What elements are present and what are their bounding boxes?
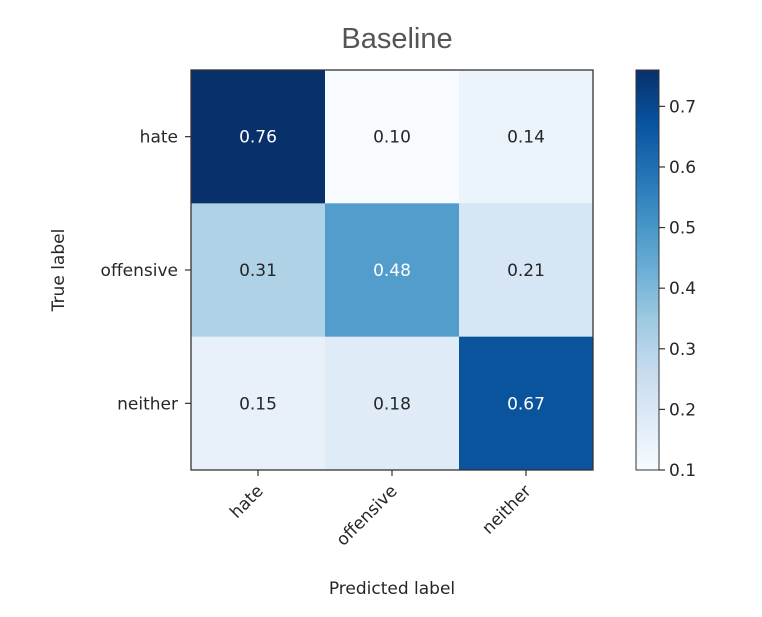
heatmap-cell xyxy=(459,70,594,204)
cell-value-label: 0.21 xyxy=(507,261,545,281)
colorbar-tick-label: 0.3 xyxy=(669,340,696,360)
x-axis-label: Predicted label xyxy=(329,579,455,599)
colorbar-tick-label: 0.4 xyxy=(669,279,696,299)
y-axis: hate offensive neither xyxy=(101,128,191,414)
y-tick-label: offensive xyxy=(101,261,178,281)
cell-value-label: 0.31 xyxy=(239,261,277,281)
cell-value-label: 0.14 xyxy=(507,128,545,148)
colorbar-tick-label: 0.6 xyxy=(669,158,696,178)
x-tick-label: offensive xyxy=(333,481,402,550)
y-axis-label: True label xyxy=(49,229,69,313)
heatmap-cell xyxy=(191,336,326,471)
colorbar-tick-label: 0.2 xyxy=(669,400,696,420)
heatmap-cell-labels: 0.76 0.10 0.14 0.31 0.48 0.21 0.15 0.18 0.67 xyxy=(239,128,545,415)
cell-value-label: 0.18 xyxy=(373,394,411,414)
heatmap-cell xyxy=(325,203,460,338)
cell-value-label: 0.10 xyxy=(373,128,411,148)
chart-title: Baseline xyxy=(341,23,452,55)
cell-value-label: 0.48 xyxy=(373,261,411,281)
x-axis: hate offensive neither xyxy=(226,470,536,550)
y-tick-label: neither xyxy=(117,394,178,414)
heatmap-cells xyxy=(191,70,594,471)
x-tick-label: hate xyxy=(226,481,267,522)
colorbar-ticks: 0.1 0.2 0.3 0.4 0.5 0.6 0.7 xyxy=(659,97,696,481)
colorbar-tick-label: 0.5 xyxy=(669,219,696,239)
cell-value-label: 0.67 xyxy=(507,394,545,414)
heatmap-cell xyxy=(459,336,594,471)
colorbar xyxy=(635,69,660,471)
heatmap-cell xyxy=(325,336,460,471)
x-tick-label: neither xyxy=(478,481,535,538)
cell-value-label: 0.76 xyxy=(239,128,277,148)
heatmap-cell xyxy=(191,203,326,338)
heatmap-cell xyxy=(191,70,326,204)
colorbar-tick-label: 0.1 xyxy=(669,461,696,481)
y-tick-label: hate xyxy=(140,128,178,148)
heatmap-cell xyxy=(459,203,594,338)
heatmap-cell xyxy=(325,70,460,204)
colorbar-tick-label: 0.7 xyxy=(669,97,696,117)
cell-value-label: 0.15 xyxy=(239,394,277,414)
